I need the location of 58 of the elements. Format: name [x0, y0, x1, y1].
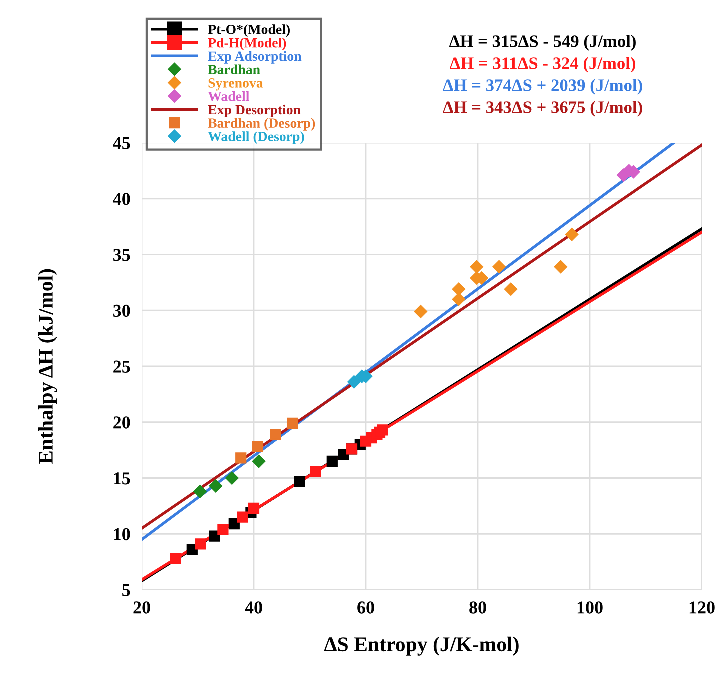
- legend-label: Wadell (Desorp): [208, 132, 304, 144]
- y-tick-label: 15: [114, 472, 130, 485]
- x-tick-label: 40: [245, 602, 262, 614]
- y-axis-title: Enthalpy ΔH (kJ/mol): [38, 269, 58, 464]
- point: [209, 479, 223, 493]
- point: [492, 260, 506, 274]
- point: [218, 524, 229, 536]
- text: ΔH = 311ΔS - 324 (J/mol): [450, 57, 636, 73]
- y-tick-label: 35: [114, 249, 130, 262]
- point: [226, 472, 239, 485]
- point: [170, 553, 182, 564]
- x-tick-label: 80: [470, 602, 486, 614]
- legend-label: Syrenova: [208, 78, 264, 91]
- point: [252, 441, 264, 453]
- point: [236, 452, 247, 464]
- x-tick-label: 20: [134, 602, 150, 614]
- point: [195, 538, 206, 550]
- point: [452, 292, 466, 306]
- legend-label: Pt-O*(Model): [208, 24, 290, 38]
- legend-label: Pd-H(Model): [208, 38, 286, 51]
- y-tick-label: 25: [114, 360, 130, 373]
- legend-label: Wadell: [208, 91, 250, 102]
- point: [414, 305, 428, 318]
- point: [326, 456, 338, 468]
- point: [504, 282, 518, 296]
- y-tick-label: 40: [113, 193, 130, 206]
- text: ΔH = 343ΔS + 3675 (J/mol): [443, 101, 642, 117]
- point: [237, 512, 248, 523]
- legend-label: Bardhan (Desorp): [208, 118, 316, 131]
- x-tick-label: 60: [358, 602, 374, 614]
- point: [248, 502, 260, 514]
- point: [270, 429, 282, 440]
- legend-label: Exp Adsorption: [208, 51, 302, 64]
- text: ΔH = 374ΔS + 2039 (J/mol): [443, 79, 642, 95]
- point: [252, 454, 266, 468]
- x-axis-title: ΔS Entropy (J/K-mol): [324, 636, 519, 656]
- legend-label: Exp Desorption: [208, 104, 301, 118]
- x-tick-label: 120: [690, 602, 715, 614]
- point: [452, 282, 466, 296]
- text: ΔH = 315ΔS - 549 (J/mol): [450, 35, 636, 51]
- point: [194, 485, 207, 498]
- point: [377, 424, 388, 436]
- y-tick-label: 10: [114, 528, 130, 541]
- point: [565, 228, 579, 242]
- point: [470, 260, 484, 274]
- y-tick-label: 45: [113, 137, 130, 150]
- point: [310, 466, 322, 478]
- point: [294, 476, 306, 488]
- x-tick-label: 100: [578, 602, 603, 614]
- legend-label: Bardhan: [208, 64, 260, 74]
- point: [554, 260, 568, 274]
- y-tick-label: 30: [114, 304, 130, 318]
- point: [348, 376, 361, 389]
- point: [287, 418, 298, 430]
- y-tick-label: 20: [114, 416, 130, 429]
- point: [209, 530, 220, 542]
- point: [338, 449, 350, 460]
- y-tick-label: 5: [122, 584, 130, 596]
